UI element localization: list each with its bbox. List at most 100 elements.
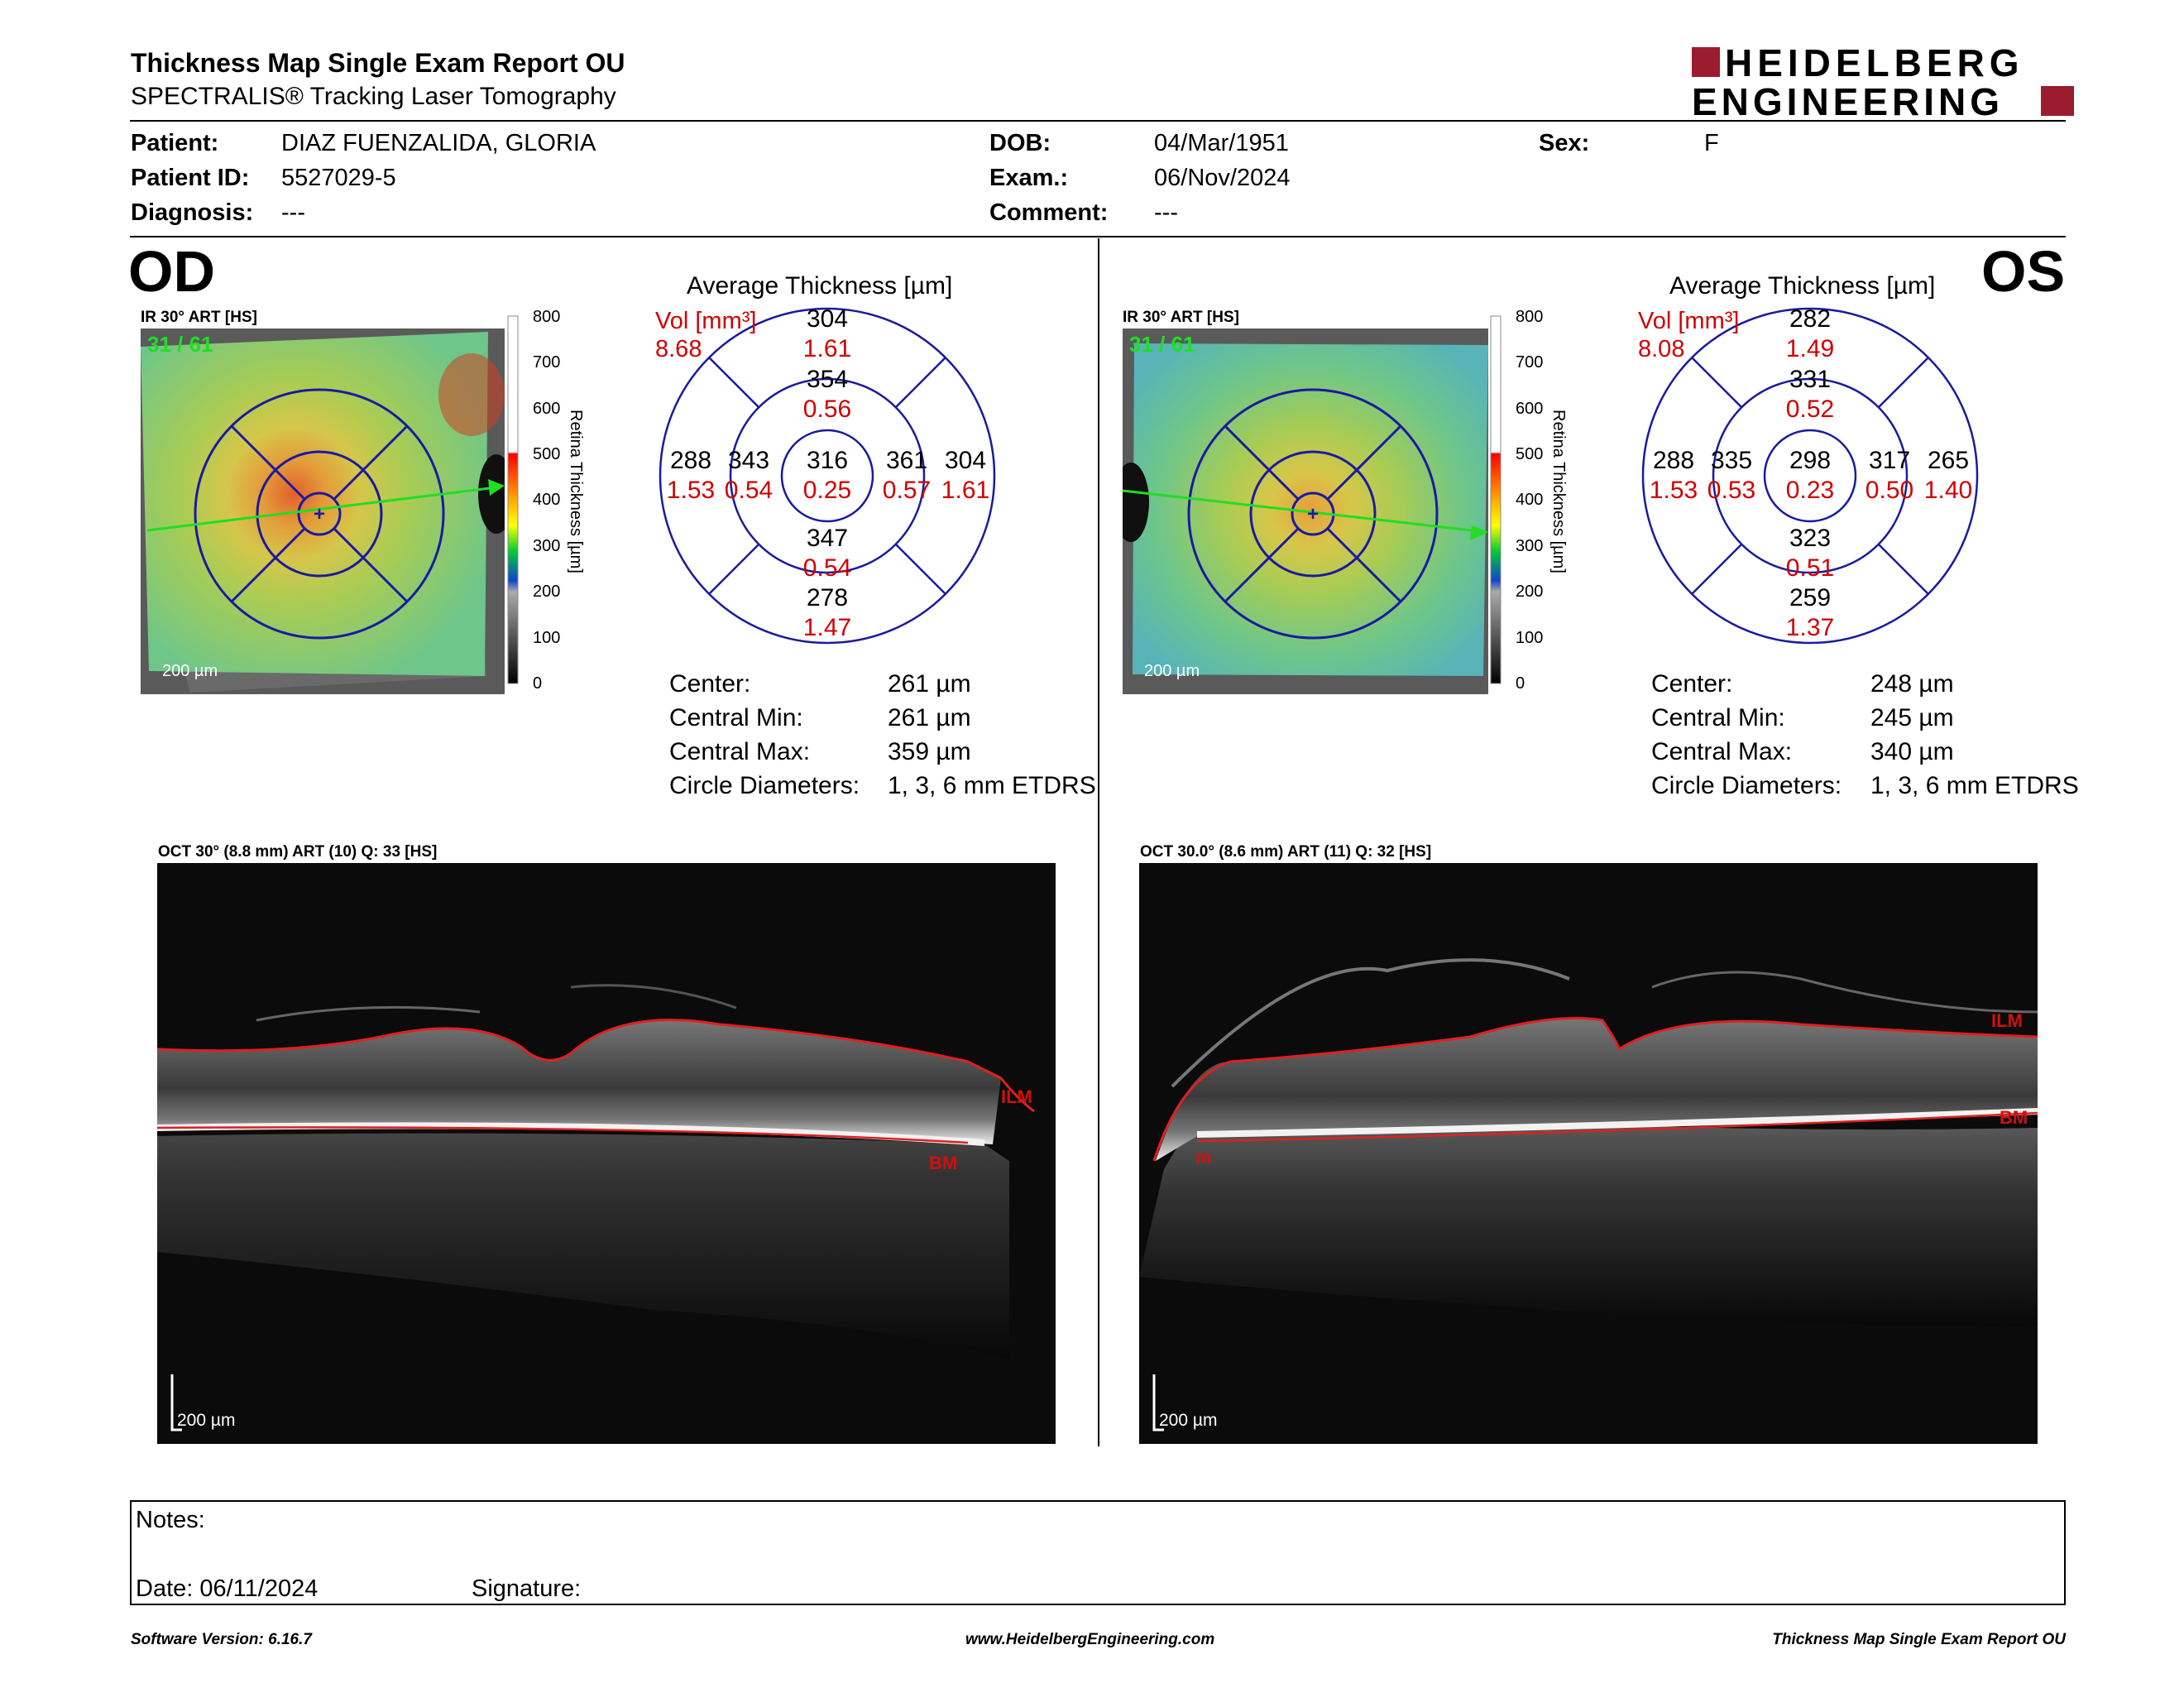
- os-cmax-label: Central Max:: [1651, 738, 1793, 765]
- os-ilm-label: ILM: [1991, 1010, 2023, 1031]
- cb-tick: 0: [1516, 674, 1525, 693]
- cb-title: Retina Thickness [µm]: [567, 410, 585, 573]
- os-inner-sup-v: 0.52: [1786, 396, 1834, 423]
- od-center-v: 0.25: [803, 477, 851, 504]
- os-vol-total: 8.08: [1638, 336, 1685, 362]
- cb-tick: 800: [533, 308, 560, 326]
- od-bm-line: [157, 1126, 969, 1144]
- dob-value: 04/Mar/1951: [1154, 130, 1289, 156]
- report-title: Thickness Map Single Exam Report OU: [131, 48, 625, 78]
- os-colorbar: 800 700 600 500 400 300 200 100 0 Retina…: [1490, 308, 1568, 693]
- od-etdrs-grid: [194, 388, 445, 640]
- heidelberg-logo: HEIDELBERG ENGINEERING: [1692, 43, 2074, 122]
- os-vol-label: Vol [mm³]: [1638, 308, 1740, 334]
- os-outer-inf-v: 1.37: [1786, 614, 1834, 641]
- footer-website: www.HeidelbergEngineering.com: [965, 1631, 1215, 1648]
- od-outer-temp-t: 288: [670, 447, 711, 474]
- os-inner-nasal-v: 0.50: [1866, 477, 1913, 504]
- report-subtitle: SPECTRALIS® Tracking Laser Tomography: [131, 83, 616, 110]
- cb-title: Retina Thickness [µm]: [1549, 410, 1568, 573]
- od-inner-nasal-t: 361: [886, 447, 927, 474]
- os-outer-sup-v: 1.49: [1786, 335, 1834, 362]
- od-inner-temp-v: 0.54: [725, 477, 773, 504]
- od-outer-inf-t: 278: [807, 584, 848, 611]
- od-scan-arrow: [488, 479, 505, 496]
- cb-tick: 800: [1516, 308, 1543, 326]
- os-inner-temp-t: 335: [1711, 447, 1752, 474]
- od-outer-nasal-t: 304: [945, 447, 986, 474]
- cb-tick: 500: [1516, 445, 1543, 463]
- os-diam-value: 1, 3, 6 mm ETDRS: [1870, 772, 2079, 799]
- os-optic-disc: [1123, 463, 1149, 542]
- os-inner-inf-v: 0.51: [1786, 554, 1834, 582]
- notes-label: Notes:: [136, 1507, 205, 1533]
- os-cmin-value: 245 µm: [1870, 704, 1954, 731]
- footer-report-name: Thickness Map Single Exam Report OU: [1772, 1631, 2066, 1648]
- os-bm-line: [1196, 1111, 2038, 1143]
- notes-box: [130, 1500, 2066, 1605]
- logo-line1: HEIDELBERG: [1725, 43, 2024, 84]
- os-eye-label: OS: [1981, 239, 2066, 304]
- svg-text:+: +: [314, 503, 325, 525]
- cb-tick: 500: [533, 445, 560, 463]
- od-avg-title: Average Thickness [µm]: [687, 272, 953, 300]
- od-inner-nasal-v: 0.57: [883, 477, 931, 504]
- od-outer-inf-v: 1.47: [803, 614, 851, 641]
- od-thickness-map: + 31 / 61 200 µm: [141, 328, 505, 694]
- patient-name: DIAZ FUENZALIDA, GLORIA: [281, 130, 596, 156]
- od-oct-scale: 200 µm: [177, 1411, 235, 1430]
- os-avg-title: Average Thickness [µm]: [1669, 272, 1936, 300]
- od-diam-value: 1, 3, 6 mm ETDRS: [888, 772, 1096, 799]
- os-outer-sup-t: 282: [1789, 305, 1831, 333]
- os-center-value: 248 µm: [1870, 670, 1954, 698]
- os-etdrs-grid: [1187, 388, 1439, 640]
- os-center-t: 298: [1789, 447, 1831, 474]
- od-scan-line: [146, 486, 497, 532]
- patient-label: Patient:: [131, 130, 219, 156]
- exam-label: Exam.:: [989, 165, 1069, 191]
- os-m-label: m: [1195, 1147, 1212, 1168]
- os-oct-bscan: ILM BM m 200 µm: [1139, 863, 2038, 1444]
- patient-rule: [130, 236, 2066, 237]
- os-outer-temp-v: 1.53: [1650, 477, 1698, 504]
- cb-tick: 700: [1516, 353, 1543, 372]
- od-inner-sup-v: 0.56: [803, 396, 851, 423]
- os-ilm-line: [1152, 1017, 2038, 1162]
- od-inner-temp-t: 343: [728, 447, 769, 474]
- os-outer-temp-t: 288: [1653, 447, 1694, 474]
- od-oct-caption: OCT 30° (8.8 mm) ART (10) Q: 33 [HS]: [158, 843, 438, 861]
- od-center-t: 316: [807, 447, 848, 474]
- sex-value: F: [1704, 130, 1719, 156]
- cb-tick: 600: [533, 400, 560, 418]
- comment-label: Comment:: [989, 199, 1109, 226]
- header-rule: [130, 120, 2066, 122]
- cb-tick: 600: [1516, 400, 1543, 418]
- od-ilm-line: [157, 1019, 1035, 1113]
- cb-tick: 0: [533, 674, 542, 693]
- os-oct-scale: 200 µm: [1159, 1411, 1217, 1430]
- od-diam-label: Circle Diameters:: [669, 772, 860, 799]
- os-scale-label: 200 µm: [1144, 662, 1200, 680]
- od-inner-inf-t: 347: [807, 525, 848, 552]
- logo-square-bottom: [2041, 86, 2074, 116]
- date-label: Date: 06/11/2024: [136, 1575, 318, 1602]
- os-outer-nasal-t: 265: [1928, 447, 1969, 474]
- sex-label: Sex:: [1539, 130, 1590, 156]
- od-cmax-label: Central Max:: [669, 738, 811, 765]
- footer-software-version: Software Version: 6.16.7: [131, 1631, 312, 1648]
- od-scale-label: 200 µm: [162, 662, 218, 680]
- cb-tick: 200: [1516, 583, 1543, 601]
- od-inner-sup-t: 354: [807, 366, 848, 393]
- comment-value: ---: [1154, 199, 1178, 226]
- os-inner-temp-v: 0.53: [1707, 477, 1755, 504]
- os-outer-nasal-v: 1.40: [1924, 477, 1972, 504]
- os-cmax-value: 340 µm: [1870, 738, 1954, 765]
- od-ir-overlay: 31 / 61: [147, 332, 213, 357]
- os-oct-caption: OCT 30.0° (8.6 mm) ART (11) Q: 32 [HS]: [1140, 843, 1432, 861]
- logo-line2: ENGINEERING: [1692, 80, 2004, 122]
- od-ilm-label: ILM: [1001, 1086, 1032, 1107]
- od-oct-bscan: ILM BM 200 µm: [157, 863, 1056, 1444]
- os-center-v: 0.23: [1786, 477, 1834, 504]
- logo-square-top: [1692, 47, 1720, 77]
- eye-divider: [1098, 238, 1099, 1446]
